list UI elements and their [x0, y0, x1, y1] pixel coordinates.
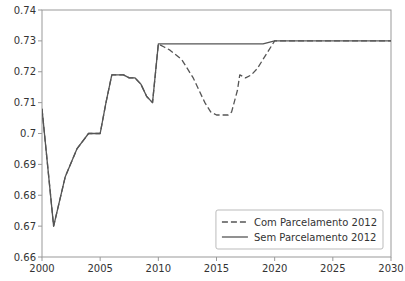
x-tick — [274, 257, 275, 261]
x-tick — [391, 257, 392, 261]
legend-label: Sem Parcelamento 2012 — [254, 232, 376, 243]
series-line — [42, 41, 391, 226]
legend-box — [216, 210, 383, 249]
y-tick-label: 0.66 — [14, 252, 36, 263]
x-tick — [216, 257, 217, 261]
x-tick-label: 2030 — [378, 263, 403, 274]
y-tick-label: 0.67 — [14, 221, 36, 232]
y-tick-label: 0.74 — [14, 5, 36, 16]
legend-label: Com Parcelamento 2012 — [254, 217, 377, 228]
x-tick-label: 2025 — [320, 263, 345, 274]
legend: Com Parcelamento 2012 Sem Parcelamento 20… — [216, 210, 383, 249]
x-tick-label: 2005 — [87, 263, 112, 274]
y-tick-label: 0.72 — [14, 66, 36, 77]
y-tick-label: 0.73 — [14, 35, 36, 46]
plot-area — [42, 41, 391, 226]
chart: 2000 2005 2010 2015 2020 2025 2030 0.66 0.67 0.68… — [0, 0, 405, 281]
y-tick-label: 0.7 — [20, 128, 36, 139]
x-tick-label: 2000 — [29, 263, 54, 274]
y-tick — [38, 164, 42, 165]
x-tick — [332, 257, 333, 261]
y-tick-label: 0.69 — [14, 159, 36, 170]
y-tick — [38, 102, 42, 103]
x-tick — [42, 257, 43, 261]
y-tick — [38, 40, 42, 41]
x-tick-label: 2020 — [262, 263, 287, 274]
series-line — [42, 41, 391, 226]
y-tick-label: 0.71 — [14, 97, 36, 108]
legend-swatch — [222, 221, 248, 222]
y-tick — [38, 10, 42, 11]
y-tick — [38, 226, 42, 227]
legend-swatch — [222, 236, 248, 237]
x-tick — [158, 257, 159, 261]
y-tick-label: 0.68 — [14, 190, 36, 201]
y-tick — [38, 257, 42, 258]
x-tick-label: 2015 — [204, 263, 229, 274]
y-tick — [38, 195, 42, 196]
x-tick — [100, 257, 101, 261]
x-tick-label: 2010 — [146, 263, 171, 274]
plot-frame — [42, 10, 391, 257]
y-tick — [38, 71, 42, 72]
y-tick — [38, 133, 42, 134]
